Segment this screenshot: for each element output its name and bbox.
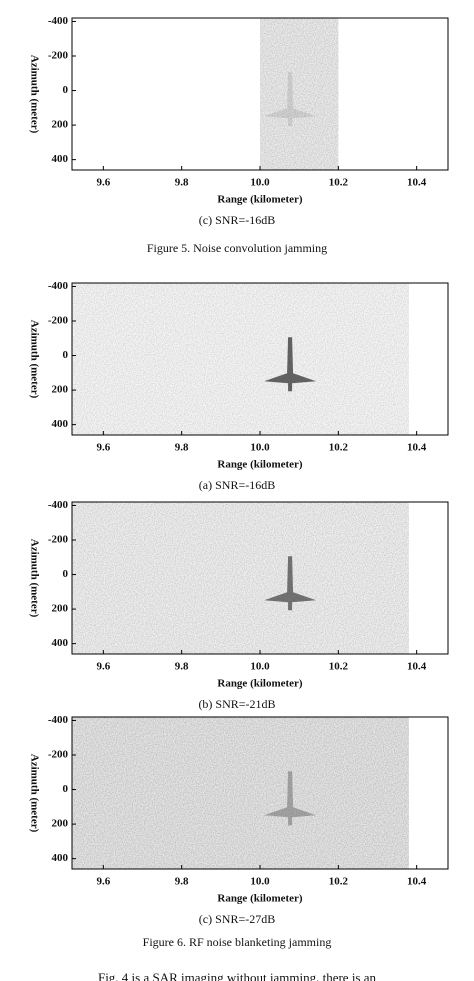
target — [264, 337, 317, 392]
x-tick-label: 10.0 — [250, 661, 270, 673]
y-tick-label: 400 — [52, 418, 69, 430]
x-axis-label: Range (kilometer) — [217, 194, 303, 206]
x-axis-label: Range (kilometer) — [217, 893, 303, 905]
x-tick-label: 9.6 — [96, 661, 110, 673]
y-tick-label: 400 — [52, 153, 69, 165]
y-tick-label: -400 — [48, 499, 69, 511]
target — [264, 556, 317, 611]
x-tick-label: 10.2 — [329, 876, 349, 888]
x-tick-label: 10.0 — [250, 177, 270, 189]
x-tick-label: 9.6 — [96, 442, 110, 454]
x-tick-label: 10.4 — [407, 442, 427, 454]
x-tick-label: 10.4 — [407, 661, 427, 673]
y-tick-label: 0 — [63, 783, 69, 795]
x-tick-label: 9.8 — [175, 661, 189, 673]
noise — [72, 717, 409, 869]
x-axis-label: Range (kilometer) — [217, 459, 303, 471]
subfigure-caption: (c) SNR=-27dB — [199, 912, 275, 926]
x-tick-label: 10.4 — [407, 876, 427, 888]
y-axis-label: Azimuth (meter) — [28, 539, 40, 618]
x-axis-label: Range (kilometer) — [217, 678, 303, 690]
y-tick-label: -200 — [48, 50, 69, 62]
x-tick-label: 10.0 — [250, 442, 270, 454]
y-tick-label: 0 — [63, 84, 69, 96]
x-tick-label: 9.8 — [175, 876, 189, 888]
y-tick-label: 200 — [52, 818, 69, 830]
noise — [72, 502, 409, 654]
y-axis-label: Azimuth (meter) — [28, 320, 40, 399]
y-tick-label: 0 — [63, 349, 69, 361]
y-tick-label: -400 — [48, 15, 69, 27]
x-tick-label: 9.8 — [175, 177, 189, 189]
x-tick-label: 9.6 — [96, 177, 110, 189]
y-axis-label: Azimuth (meter) — [28, 55, 40, 134]
y-tick-label: -200 — [48, 534, 69, 546]
y-tick-label: -400 — [48, 714, 69, 726]
y-tick-label: 400 — [52, 852, 69, 864]
x-tick-label: 10.4 — [407, 177, 427, 189]
y-tick-label: 200 — [52, 384, 69, 396]
noise — [260, 18, 339, 170]
subfigure-caption: (a) SNR=-16dB — [199, 478, 275, 492]
y-tick-label: -200 — [48, 315, 69, 327]
x-tick-label: 10.2 — [329, 177, 349, 189]
figure-caption: Figure 6. RF noise blanketing jamming — [143, 935, 332, 949]
y-tick-label: 200 — [52, 119, 69, 131]
x-tick-label: 10.2 — [329, 661, 349, 673]
figure-caption: Figure 5. Noise convolution jamming — [147, 241, 327, 255]
y-tick-label: 0 — [63, 568, 69, 580]
subfigure-caption: (c) SNR=-16dB — [199, 213, 275, 227]
noise — [72, 283, 409, 435]
y-tick-label: -200 — [48, 749, 69, 761]
y-tick-label: -400 — [48, 280, 69, 292]
x-tick-label: 9.8 — [175, 442, 189, 454]
target — [264, 771, 317, 826]
x-tick-label: 10.2 — [329, 442, 349, 454]
body-text: Fig. 4 is a SAR imaging without jamming,… — [98, 970, 377, 981]
x-tick-label: 10.0 — [250, 876, 270, 888]
y-tick-label: 200 — [52, 603, 69, 615]
y-tick-label: 400 — [52, 637, 69, 649]
subfigure-caption: (b) SNR=-21dB — [198, 697, 275, 711]
y-axis-label: Azimuth (meter) — [28, 754, 40, 833]
x-tick-label: 9.6 — [96, 876, 110, 888]
target — [264, 72, 317, 127]
